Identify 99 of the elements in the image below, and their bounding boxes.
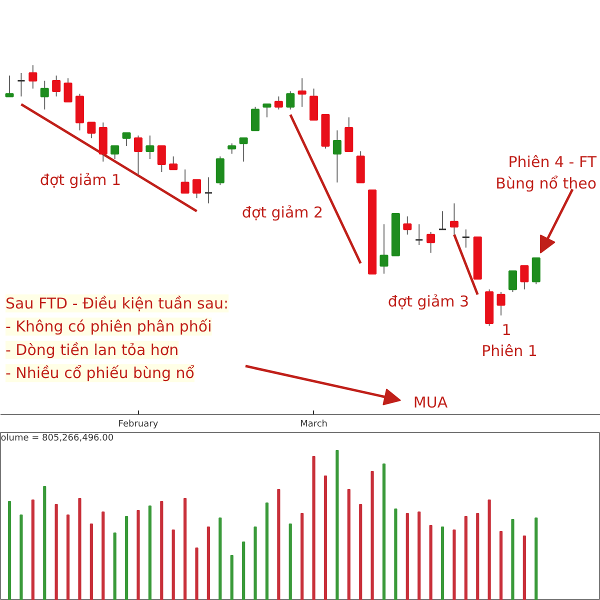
bar [522,536,526,600]
bar [300,513,304,600]
bar [336,450,339,600]
annotation: - Không có phiên phân phối [6,318,212,336]
x-tick-label: March [300,420,328,430]
candlestick [216,156,224,186]
bar [394,508,398,600]
bar [534,518,538,600]
bar [172,530,175,600]
candlestick [239,137,248,162]
bar [78,498,82,600]
bar [66,514,70,600]
bar [195,548,198,600]
annotation: Phiên 4 - FT [508,153,598,172]
candlestick [40,80,49,110]
text: - Nhiều cổ phiếu bùng nổ [6,364,194,382]
bar [242,542,246,600]
annotation: đợt giảm 2 [242,204,324,222]
candlestick [508,270,517,292]
annotation: Bùng nổ theo [496,174,597,192]
candlestick [169,156,178,170]
candlestick [228,142,236,154]
candlestick [332,130,342,183]
bar [511,519,514,600]
bar [254,526,257,600]
bar [370,471,374,600]
x-tick-label: February [118,420,159,430]
bar [113,532,116,600]
bar [464,516,468,600]
chart-title: olume = 805,266,496.00 [0,433,114,444]
bar [148,506,152,600]
bar [440,526,444,600]
bar [452,530,456,600]
candlestick [414,224,424,246]
bar [382,464,386,600]
bar [102,512,105,600]
candlestick [180,168,190,194]
bar [206,526,210,600]
candlestick [496,291,506,316]
candlestick [110,145,120,160]
annotation: đợt giảm 1 [40,171,122,190]
candlestick [52,75,61,97]
bar [476,513,480,600]
candlestick [450,202,458,236]
candlestick [192,179,202,199]
candlestick [28,64,38,90]
bar [43,486,46,600]
bar [265,502,269,600]
candlestick [262,104,272,118]
bar [184,498,187,600]
candlestick [251,106,260,132]
bar [31,500,34,600]
candlestick [532,257,540,285]
bar [312,456,316,600]
candlestick [146,135,154,160]
candlestick [298,78,306,108]
bar [136,510,140,600]
candlestick [462,228,470,248]
bar [418,512,421,600]
bar [124,516,128,600]
candlestick [426,232,436,254]
annotation: Sau FTD - Điều kiện tuần sau: [6,294,229,312]
candlestick [204,176,213,204]
bar [8,501,12,600]
text: Phiên 1 [482,342,538,360]
bar [499,531,503,600]
annotation: đợt giảm 3 [388,292,470,310]
text: MUA [413,393,448,412]
candlestick [64,78,72,102]
candlestick [157,145,166,173]
bar [218,518,222,600]
bar [406,513,409,600]
bar [324,476,328,600]
candlestick [310,88,318,121]
candlestick [122,132,131,146]
bar [288,524,292,600]
bar [429,525,432,600]
bar [20,514,23,600]
candlestick [403,216,412,236]
bar [54,504,58,600]
candlestick [380,224,388,274]
bar [90,524,93,600]
candlestick [344,116,354,152]
bar [230,555,234,600]
candlestick [134,135,142,176]
candlestick [87,122,96,139]
bar [359,504,362,600]
bar [160,501,164,600]
candlestick [520,265,529,290]
bar [277,489,280,600]
candlestick [286,90,295,110]
candlestick [274,96,283,110]
annotation: 1 [502,321,512,340]
candlestick [16,72,26,97]
text: - Dòng tiền lan tỏa hơn [6,340,179,359]
candlestick [438,210,447,230]
bar [347,489,350,600]
bar [488,500,491,600]
candlestick [5,75,14,98]
